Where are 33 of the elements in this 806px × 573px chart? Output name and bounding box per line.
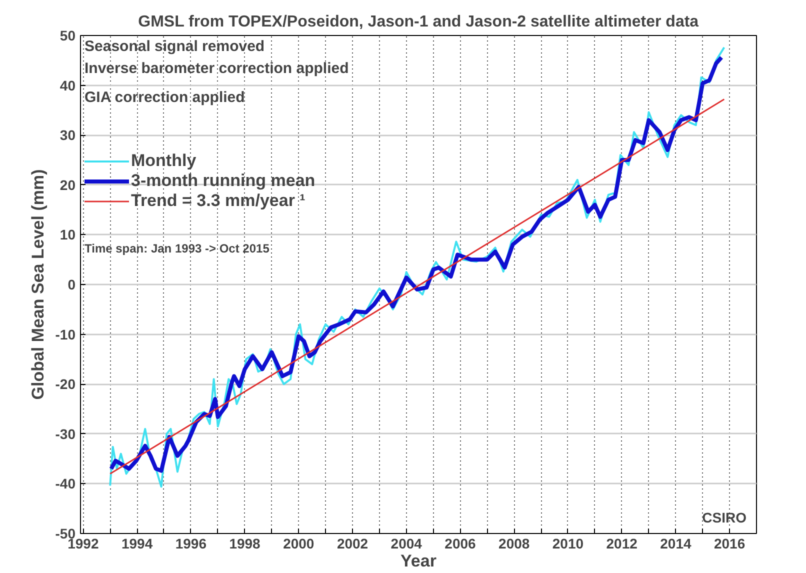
y-tick-label: 20	[60, 176, 76, 193]
x-tick-label: 2008	[498, 536, 530, 552]
annotation: CSIRO	[702, 510, 747, 526]
y-tick-label: -40	[55, 476, 76, 492]
y-tick-label: -20	[55, 376, 76, 392]
x-tick-label: 1998	[229, 536, 261, 552]
y-tick-label: 0	[68, 276, 76, 292]
annotation: GIA correction applied	[84, 89, 245, 106]
x-tick-label: 2000	[283, 536, 314, 552]
x-tick-label: 2006	[444, 536, 476, 552]
y-tick-label: 10	[60, 226, 76, 243]
x-tick-label: 2002	[336, 536, 368, 552]
legend-label: 3-month running mean	[131, 171, 316, 191]
y-tick-label: -30	[55, 426, 76, 442]
legend-label: Monthly	[131, 151, 196, 171]
annotation: Seasonal signal removed	[84, 38, 265, 55]
x-axis-title: Year	[400, 552, 437, 570]
x-tick-label: 2010	[552, 536, 584, 552]
y-tick-label: 50	[60, 28, 76, 44]
annotation: Inverse barometer correction applied	[84, 60, 349, 77]
x-tick-label: 2004	[390, 536, 422, 552]
annotation: Time span: Jan 1993 -> Oct 2015	[84, 242, 270, 256]
y-axis-title: Global Mean Sea Level (mm)	[28, 169, 48, 400]
y-tick-label: -10	[55, 326, 76, 342]
x-tick-label: 2016	[714, 536, 746, 552]
x-tick-label: 2014	[660, 536, 692, 552]
x-tick-label: 1994	[121, 536, 153, 552]
chart-title: GMSL from TOPEX/Poseidon, Jason-1 and Jason-2 satellite altimeter data	[138, 14, 699, 30]
y-tick-label: 30	[60, 127, 76, 144]
legend-label: Trend = 3.3 mm/year ¹	[131, 191, 306, 211]
x-tick-label: 1996	[175, 536, 207, 552]
x-tick-label: 2012	[606, 536, 638, 552]
y-tick-label: 40	[60, 77, 76, 94]
